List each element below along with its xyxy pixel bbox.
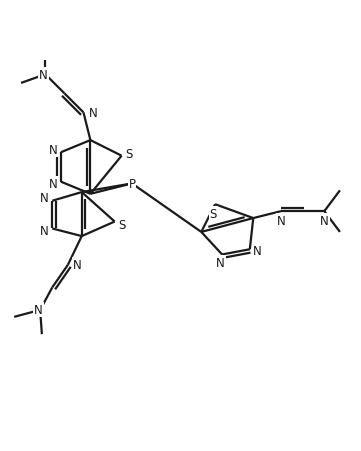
Text: S: S xyxy=(119,218,126,231)
Text: N: N xyxy=(216,256,225,269)
Text: N: N xyxy=(89,106,97,120)
Text: N: N xyxy=(277,215,286,228)
Text: N: N xyxy=(40,224,49,237)
Text: N: N xyxy=(253,245,262,258)
Text: N: N xyxy=(40,192,49,205)
Text: S: S xyxy=(126,148,133,161)
Text: N: N xyxy=(320,215,329,228)
Text: N: N xyxy=(49,178,58,190)
Text: N: N xyxy=(39,69,48,82)
Text: P: P xyxy=(129,178,135,190)
Text: N: N xyxy=(34,304,43,317)
Text: S: S xyxy=(210,208,217,221)
Text: N: N xyxy=(49,143,58,156)
Text: N: N xyxy=(73,259,82,272)
